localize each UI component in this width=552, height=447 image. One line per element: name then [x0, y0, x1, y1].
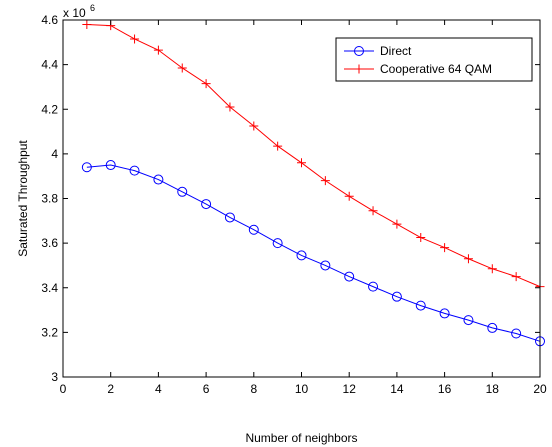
data-point-direct	[296, 250, 307, 261]
data-point-direct	[201, 199, 212, 210]
data-point-cooperative	[368, 206, 378, 216]
y-multiplier-label: x 10	[63, 6, 86, 20]
x-tick-label: 12	[343, 382, 357, 396]
data-point-direct	[248, 224, 259, 235]
data-point-cooperative	[487, 264, 497, 274]
y-tick-label: 3.6	[41, 236, 58, 250]
x-tick-label: 6	[203, 382, 210, 396]
x-tick-label: 16	[438, 382, 452, 396]
y-tick-label: 3.2	[41, 325, 58, 339]
y-tick-label: 3.4	[41, 281, 58, 295]
data-point-direct	[391, 291, 402, 302]
y-axis-label: Saturated Throughput	[16, 140, 30, 257]
data-point-direct	[272, 238, 283, 249]
x-tick-label: 18	[486, 382, 500, 396]
data-point-direct	[511, 328, 522, 339]
legend-label-cooperative: Cooperative 64 QAM	[380, 62, 492, 76]
legend-marker-direct	[354, 46, 364, 56]
x-axis-label: Number of neighbors	[245, 431, 357, 445]
x-tick-label: 4	[155, 382, 162, 396]
y-tick-label: 4.2	[41, 102, 58, 116]
data-point-direct	[105, 160, 116, 171]
y-tick-label: 4.4	[41, 58, 58, 72]
legend-entry-direct: Direct	[344, 44, 412, 58]
legend-marker-cooperative	[354, 64, 364, 74]
data-point-direct	[177, 186, 188, 197]
x-tick-label: 14	[390, 382, 404, 396]
data-point-cooperative	[177, 63, 187, 73]
x-tick-label: 8	[250, 382, 257, 396]
data-point-direct	[320, 260, 331, 271]
data-point-direct	[415, 300, 426, 311]
data-point-direct	[439, 308, 450, 319]
data-point-direct	[344, 271, 355, 282]
x-tick-label: 0	[60, 382, 67, 396]
data-point-cooperative	[130, 34, 140, 44]
data-point-cooperative	[392, 219, 402, 229]
legend-entry-cooperative: Cooperative 64 QAM	[344, 62, 492, 76]
data-point-direct	[463, 315, 474, 326]
data-point-direct	[487, 322, 498, 333]
data-point-cooperative	[297, 158, 306, 168]
x-tick-label: 2	[107, 382, 114, 396]
data-point-cooperative	[416, 233, 426, 243]
data-point-direct	[129, 165, 140, 176]
y-tick-label: 3.8	[41, 192, 58, 206]
data-point-cooperative	[82, 19, 92, 29]
ticks-layer: 0 2 4 6 8 10 12 14 16 18 20 3 3.2 3.4 3.6 3.8 4 4.2 4.4 4.6	[41, 13, 547, 396]
data-point-cooperative	[320, 176, 330, 186]
x-tick-label: 10	[295, 382, 309, 396]
data-point-cooperative	[249, 121, 259, 131]
data-point-cooperative	[463, 254, 473, 264]
data-point-direct	[153, 174, 164, 185]
series-line-cooperative	[86, 23, 541, 288]
x-tick-label: 20	[533, 382, 547, 396]
data-point-cooperative	[344, 191, 354, 201]
data-point-direct	[368, 281, 379, 292]
data-point-direct	[224, 212, 235, 223]
y-tick-label: 4	[51, 147, 58, 161]
data-point-cooperative	[153, 45, 163, 55]
data-point-direct	[81, 162, 92, 173]
data-point-cooperative	[225, 102, 235, 112]
y-tick-label: 3	[51, 370, 58, 384]
data-point-cooperative	[201, 79, 211, 89]
y-tick-label: 4.6	[41, 13, 58, 27]
data-point-cooperative	[273, 141, 283, 151]
legend-box	[335, 37, 533, 82]
legend: Direct Cooperative 64 QAM	[335, 37, 533, 82]
legend-label-direct: Direct	[380, 44, 412, 58]
data-point-cooperative	[511, 272, 521, 282]
data-point-cooperative	[440, 243, 450, 253]
y-multiplier-exponent: 6	[90, 3, 95, 13]
